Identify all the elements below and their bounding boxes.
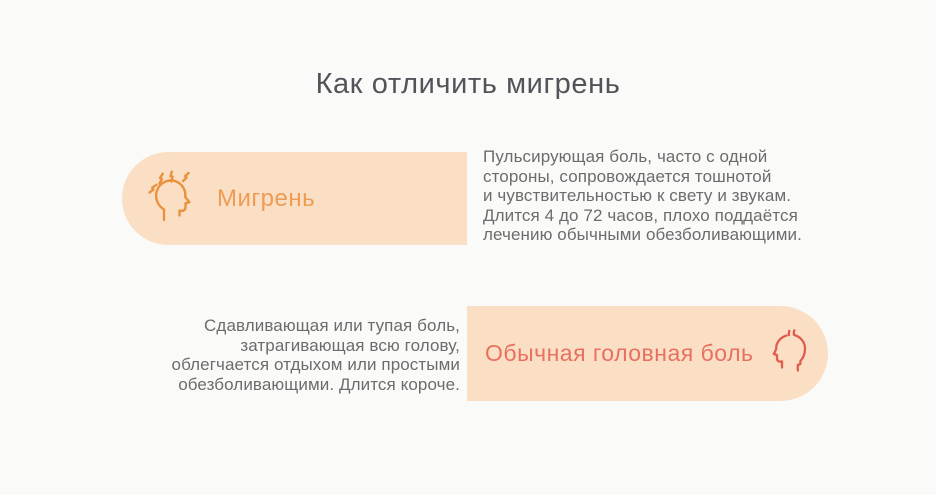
migraine-card: Мигрень bbox=[122, 152, 467, 245]
headache-description-line: облегчается отдыхом или простыми bbox=[171, 355, 460, 374]
page-title: Как отличить мигрень bbox=[315, 68, 621, 100]
headache-card: Обычная головная боль bbox=[467, 306, 828, 401]
migraine-description-line: и чувствительностью к свету и звукам. bbox=[483, 186, 792, 205]
headache-description-line: затрагивающая всю голову, bbox=[240, 335, 460, 355]
headache-label: Обычная головная боль bbox=[485, 340, 754, 366]
migraine-label: Мигрень bbox=[217, 184, 316, 212]
head-with-steam-icon bbox=[767, 328, 813, 379]
head-with-lightning-icon bbox=[146, 170, 200, 227]
migraine-description-line: стороны, сопровождается тошнотой bbox=[483, 166, 772, 186]
migraine-description-line: Длится 4 до 72 часов, плохо поддаётся bbox=[483, 205, 798, 225]
migraine-description: Пульсирующая боль, часто с одной стороны… bbox=[483, 147, 835, 245]
headache-description: Сдавливающая или тупая боль, затрагивающ… bbox=[112, 316, 460, 394]
migraine-description-line: лечению обычными обезболивающими. bbox=[483, 225, 802, 244]
headache-description-line: Сдавливающая или тупая боль, bbox=[204, 316, 460, 335]
headache-description-line: обезболивающими. Длится короче. bbox=[178, 374, 460, 394]
migraine-description-line: Пульсирующая боль, часто с одной bbox=[483, 147, 768, 166]
